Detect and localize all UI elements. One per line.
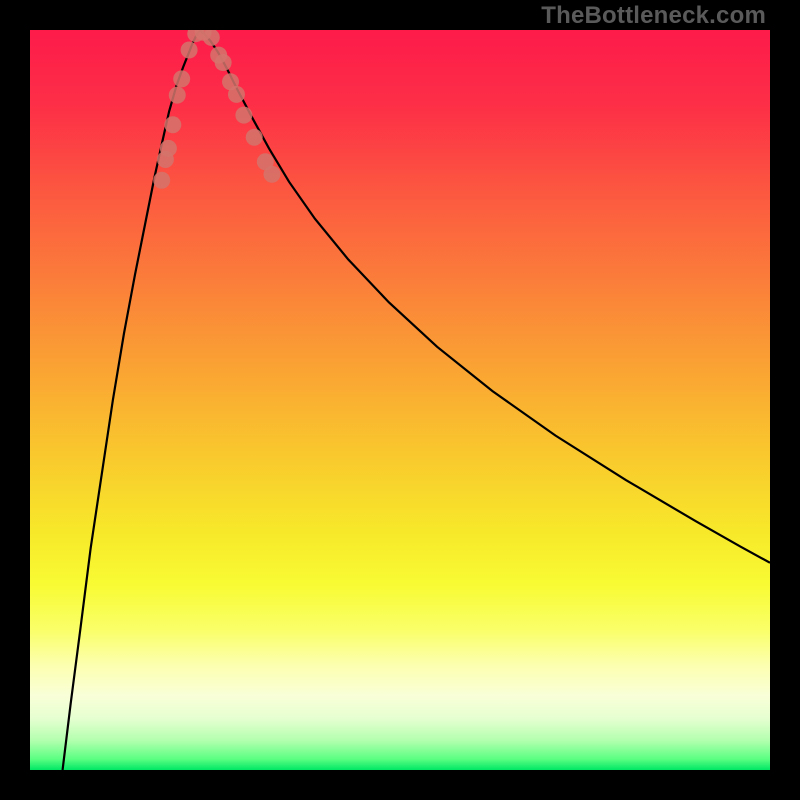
marker-point (263, 166, 280, 183)
marker-point (203, 30, 220, 46)
marker-point (246, 129, 263, 146)
chart-frame: TheBottleneck.com (0, 0, 800, 800)
marker-group (153, 30, 280, 189)
marker-point (181, 41, 198, 58)
marker-point (235, 107, 252, 124)
curves-layer (30, 30, 770, 770)
watermark-text: TheBottleneck.com (541, 2, 766, 30)
curve-left (63, 31, 201, 770)
curve-right (200, 31, 770, 563)
marker-point (169, 87, 186, 104)
marker-point (160, 140, 177, 157)
plot-area (30, 30, 770, 770)
marker-point (164, 116, 181, 133)
marker-point (228, 86, 245, 103)
marker-point (215, 54, 232, 71)
marker-point (173, 70, 190, 87)
marker-point (153, 172, 170, 189)
